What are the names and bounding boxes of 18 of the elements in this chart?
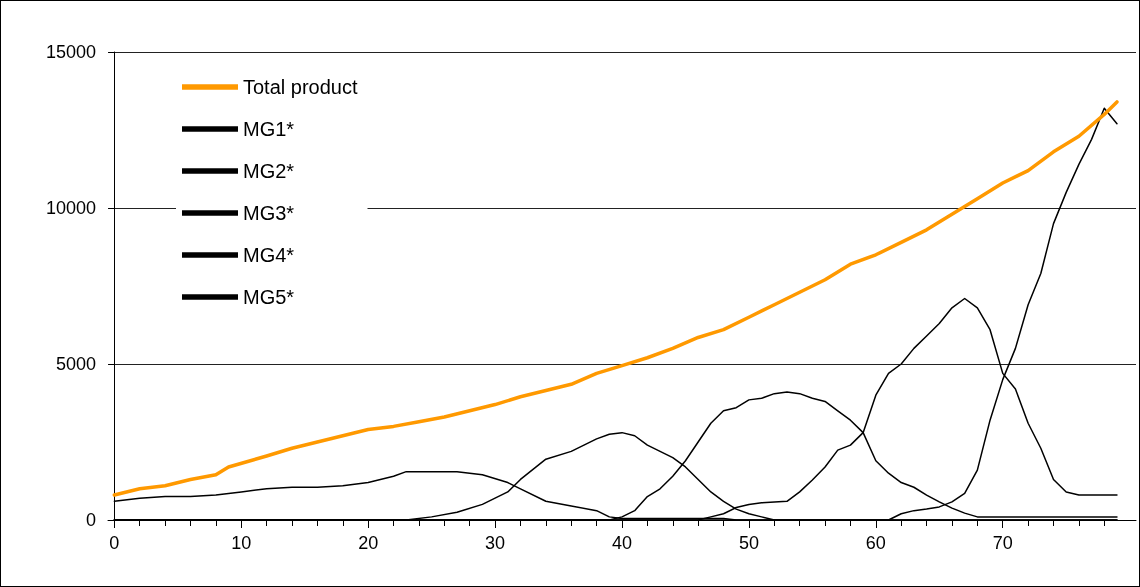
legend-label: MG5*	[243, 286, 295, 308]
legend-label: MG3*	[243, 202, 295, 224]
y-tick-label: 0	[85, 510, 96, 530]
legend-label: Total product	[243, 76, 358, 98]
x-tick-label: 40	[611, 533, 633, 553]
x-tick-label: 70	[992, 533, 1013, 553]
y-tick-label: 10000	[45, 198, 96, 218]
legend-label: MG4*	[243, 244, 295, 266]
x-tick-label: 50	[738, 533, 759, 553]
y-tick-label: 5000	[55, 354, 96, 374]
x-tick-label: 20	[358, 533, 379, 553]
legend-label: MG2*	[243, 160, 295, 182]
x-tick-label: 10	[231, 533, 252, 553]
x-tick-label: 30	[485, 533, 506, 553]
x-tick-label: 60	[865, 533, 886, 553]
legend-label: MG1*	[243, 118, 295, 140]
x-tick-label: 0	[109, 533, 120, 553]
y-tick-label: 15000	[45, 42, 96, 62]
